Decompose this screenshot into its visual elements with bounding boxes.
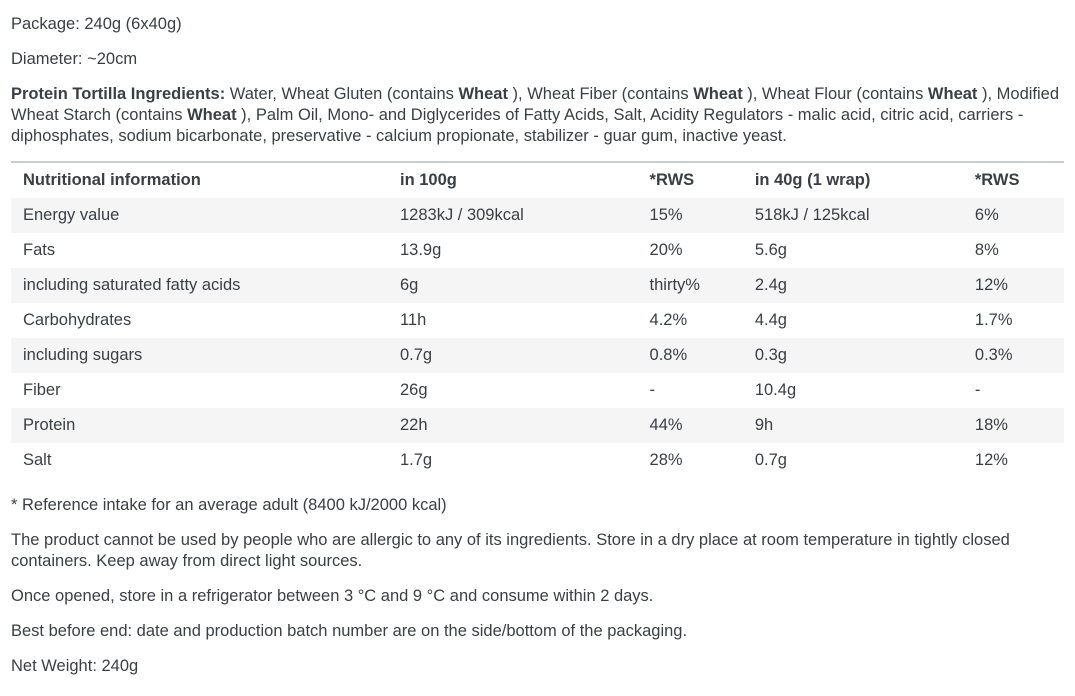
cell-rws-per-40g: - xyxy=(974,381,981,399)
cell-value-per-100g: 13.9g xyxy=(399,241,442,259)
cell-rws-per-40g: 12% xyxy=(974,276,1008,294)
reference-intake-footnote: * Reference intake for an average adult … xyxy=(11,496,447,514)
cell-rws-per-100g: 20% xyxy=(649,241,683,259)
cell-rws-per-100g: 44% xyxy=(649,416,683,434)
cell-value-per-100g: 22h xyxy=(399,416,428,434)
cell-nutrient-label: Salt xyxy=(23,451,52,469)
table-row: including saturated fatty acids 6g thirty%… xyxy=(11,268,1064,303)
cell-value-per-40g: 4.4g xyxy=(754,311,787,329)
cell-value-per-100g: 11h xyxy=(399,311,427,329)
table-row: Protein 22h 44% 9h 18% xyxy=(11,408,1064,443)
col-header-in-100g: in 100g xyxy=(399,171,457,189)
cell-nutrient-label: Fiber xyxy=(23,381,61,399)
cell-value-per-40g: 9h xyxy=(754,416,774,434)
table-row: Salt 1.7g 28% 0.7g 12% xyxy=(11,443,1064,478)
cell-rws-per-40g: 0.3% xyxy=(974,346,1013,364)
nutrition-table-body: Energy value 1283kJ / 309kcal 15% 518kJ / 1… xyxy=(11,198,1064,478)
net-weight: Net Weight: 240g xyxy=(11,657,139,675)
allergy-storage-info: The product cannot be used by people who… xyxy=(11,531,1010,570)
cell-value-per-100g: 1.7g xyxy=(399,451,433,469)
cell-value-per-100g: 26g xyxy=(399,381,428,399)
nutrition-table: Nutritional information in 100g *RWS in … xyxy=(11,161,1064,478)
best-before-info: Best before end: date and production bat… xyxy=(11,622,688,640)
cell-nutrient-label: Carbohydrates xyxy=(23,311,132,329)
cell-value-per-40g: 0.7g xyxy=(754,451,787,469)
cell-value-per-40g: 5.6g xyxy=(754,241,787,259)
table-header-row: Nutritional information in 100g *RWS in … xyxy=(11,162,1064,198)
cell-rws-per-100g: - xyxy=(649,381,656,399)
cell-rws-per-100g: 0.8% xyxy=(649,346,688,364)
col-header-rws-40g: *RWS xyxy=(974,171,1020,189)
table-row: Energy value 1283kJ / 309kcal 15% 518kJ / 1… xyxy=(11,198,1064,233)
cell-value-per-40g: 0.3g xyxy=(754,346,787,364)
cell-nutrient-label: Fats xyxy=(23,241,56,259)
cell-rws-per-100g: 28% xyxy=(649,451,683,469)
cell-rws-per-40g: 8% xyxy=(974,241,999,259)
ingredients-paragraph: Protein Tortilla Ingredients: Water, Whe… xyxy=(11,85,1060,145)
cell-value-per-100g: 6g xyxy=(399,276,419,294)
cell-nutrient-label: Protein xyxy=(23,416,76,434)
col-header-nutritional-information: Nutritional information xyxy=(23,171,201,189)
cell-rws-per-40g: 6% xyxy=(974,206,999,224)
cell-value-per-40g: 10.4g xyxy=(754,381,797,399)
cell-rws-per-40g: 1.7% xyxy=(974,311,1013,329)
cell-rws-per-100g: 15% xyxy=(649,206,683,224)
cell-rws-per-100g: thirty% xyxy=(649,276,700,294)
cell-nutrient-label: including saturated fatty acids xyxy=(23,276,241,294)
refrigeration-info: Once opened, store in a refrigerator bet… xyxy=(11,587,654,605)
cell-rws-per-40g: 18% xyxy=(974,416,1008,434)
cell-rws-per-40g: 12% xyxy=(974,451,1008,469)
table-row: Fats 13.9g 20% 5.6g 8% xyxy=(11,233,1064,268)
table-row: Carbohydrates 11h 4.2% 4.4g 1.7% xyxy=(11,303,1064,338)
diameter-info: Diameter: ~20cm xyxy=(11,50,138,68)
table-row: including sugars 0.7g 0.8% 0.3g 0.3% xyxy=(11,338,1064,373)
col-header-rws-100g: *RWS xyxy=(649,171,695,189)
table-row: Fiber 26g - 10.4g - xyxy=(11,373,1064,408)
col-header-in-40g: in 40g (1 wrap) xyxy=(754,171,871,189)
cell-value-per-40g: 518kJ / 125kcal xyxy=(754,206,870,224)
cell-value-per-100g: 1283kJ / 309kcal xyxy=(399,206,524,224)
cell-value-per-100g: 0.7g xyxy=(399,346,433,364)
cell-nutrient-label: Energy value xyxy=(23,206,120,224)
package-info: Package: 240g (6x40g) xyxy=(11,15,182,33)
cell-rws-per-100g: 4.2% xyxy=(649,311,688,329)
cell-nutrient-label: including sugars xyxy=(23,346,143,364)
cell-value-per-40g: 2.4g xyxy=(754,276,787,294)
